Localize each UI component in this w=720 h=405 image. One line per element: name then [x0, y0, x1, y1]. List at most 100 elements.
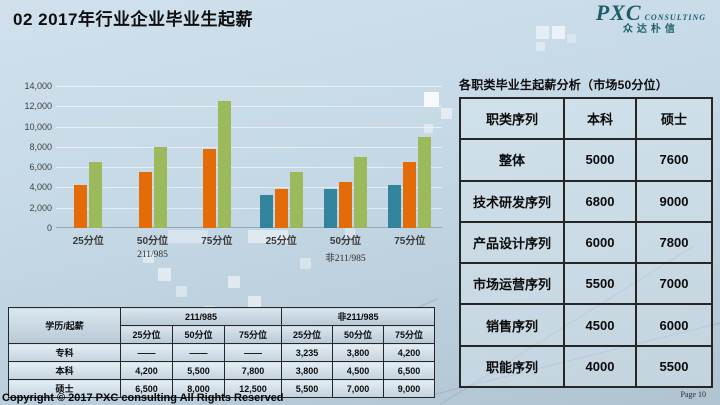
bar-专科-25分位 [259, 195, 273, 228]
sub-header: 75分位 [383, 325, 435, 344]
bar-专科-75分位 [388, 185, 402, 228]
cell-value: 7,000 [332, 379, 384, 398]
cell-value: 9000 [635, 179, 713, 223]
logo-pxc-text: PXC [595, 0, 642, 25]
table-row: 销售序列 4500 6000 [459, 303, 713, 347]
cell-value: 5500 [635, 344, 713, 389]
gridline [56, 106, 442, 108]
sub-header: 75分位 [224, 325, 282, 344]
cell-value: 5,500 [281, 379, 333, 398]
group-header-211985: 211/985 [120, 307, 282, 326]
x-axis-category-label: 75分位 [201, 236, 233, 247]
table-header-row: 学历/起薪 211/985 非211/985 [8, 307, 435, 344]
bar-硕士-25分位 [89, 162, 103, 228]
gridline [56, 86, 442, 87]
bar-硕士-75分位 [418, 136, 432, 228]
cell-value: 5000 [563, 138, 637, 182]
table-row: 职能序列 4000 5500 [459, 344, 713, 389]
y-axis-tick-label: 2,000 [29, 202, 52, 213]
x-axis-category-label: 50分位 [136, 236, 169, 247]
bar-本科-50分位 [138, 172, 152, 228]
bar-硕士-75分位 [217, 101, 231, 228]
row-label: 专科 [8, 343, 121, 362]
row-label: 职能序列 [459, 344, 565, 389]
cell-value: 5,500 [172, 361, 225, 380]
salary-bar-chart: 25分位 50分位 75分位 211/985 25分位 50分位 75分位 非211/985 [56, 86, 442, 264]
cell-value: 6000 [635, 303, 713, 347]
row-label: 市场运营序列 [459, 262, 565, 306]
y-axis-tick-label: 8,000 [29, 141, 52, 152]
col-header-category: 职类序列 [459, 96, 565, 141]
y-axis-tick-label: 10,000 [24, 121, 52, 132]
sub-header: 25分位 [281, 325, 333, 344]
cell-value: 6000 [563, 220, 637, 265]
y-axis-tick-label: 14,000 [24, 81, 52, 91]
bar-本科-75分位 [403, 162, 417, 228]
cell-value: 3,800 [332, 343, 384, 362]
row-label: 技术研发序列 [459, 179, 565, 223]
bar-硕士-50分位 [354, 157, 367, 228]
gridline [56, 167, 442, 169]
sub-header: 50分位 [332, 325, 384, 344]
cell-value: —— [224, 343, 282, 362]
cell-value: 3,800 [281, 361, 333, 380]
row-label: 硕士 [8, 379, 121, 398]
table-row: 技术研发序列 6800 9000 [459, 179, 713, 223]
col-header-master: 硕士 [635, 96, 713, 141]
cell-value: 4500 [563, 303, 637, 347]
table-row: 整体 5000 7600 [459, 138, 713, 182]
cell-value: 7000 [635, 262, 713, 306]
cell-value: 6,500 [120, 379, 173, 398]
table-row: 硕士 6,500 8,000 12,500 5,500 7,000 9,000 [8, 379, 435, 398]
col-header-bachelor: 本科 [563, 96, 637, 141]
cell-value: 4,200 [383, 343, 435, 362]
cell-value: 8,000 [172, 379, 225, 398]
page-number: Page 10 [680, 390, 706, 399]
x-axis-category-label: 75分位 [394, 236, 426, 247]
job-category-salary-table: 职类序列 本科 硕士 整体 5000 7600 技术研发序列 6800 9000… [459, 96, 713, 389]
bar-本科-25分位 [274, 189, 288, 228]
group-label: 211/985 [137, 250, 168, 260]
corner-header: 学历/起薪 [8, 307, 121, 344]
y-axis-tick-label: 6,000 [29, 162, 52, 173]
group-label: 非211/985 [325, 254, 366, 264]
cell-value: 7800 [635, 220, 713, 265]
x-axis-category-label: 25分位 [265, 236, 297, 247]
bar-本科-75分位 [202, 148, 216, 228]
gridline [56, 146, 442, 148]
y-axis-tick-label: 0 [46, 223, 52, 233]
cell-value: 4,500 [332, 361, 384, 380]
cell-value: 4,200 [120, 361, 173, 380]
table-row: 专科 —— —— —— 3,235 3,800 4,200 [8, 343, 435, 362]
y-axis-tick-label: 12,000 [24, 101, 52, 112]
bar-硕士-25分位 [289, 172, 303, 228]
row-label: 产品设计序列 [459, 220, 565, 265]
cell-value: 5500 [563, 262, 637, 306]
gridline [56, 187, 442, 189]
cell-value: 6,500 [383, 361, 435, 380]
education-salary-table: 学历/起薪 211/985 非211/985 25分位 50分位 75分位 25… [8, 307, 435, 398]
bar-硕士-50分位 [153, 146, 167, 228]
row-label: 销售序列 [459, 303, 565, 347]
table-row: 本科 4,200 5,500 7,800 3,800 4,500 6,500 [8, 361, 435, 380]
x-axis-category-label: 25分位 [72, 236, 104, 247]
row-label: 整体 [459, 138, 565, 182]
gridline [56, 126, 442, 128]
logo-chinese-text: 众达朴信 [622, 24, 679, 35]
cell-value: —— [172, 343, 225, 362]
pxc-logo: PXC CONSULTING 众达朴信 [596, 2, 706, 35]
bar-专科-50分位 [324, 189, 337, 228]
y-axis-tick-label: 4,000 [29, 182, 52, 193]
chart-y-axis: 14,000 12,000 10,000 8,000 6,000 4,000 2,000 0 [8, 81, 52, 246]
sub-header: 50分位 [172, 325, 225, 344]
group-header-non211985: 非211/985 [281, 307, 435, 326]
right-table-title: 各职类毕业生起薪分析（市场50分位） [459, 78, 668, 92]
logo-consulting-text: CONSULTING [644, 13, 706, 22]
cell-value: 3,235 [281, 343, 333, 362]
table-row: 市场运营序列 5500 7000 [459, 262, 713, 306]
bar-本科-25分位 [74, 185, 88, 228]
copyright-text: Copyright © 2017 PXC consulting All Righ… [2, 392, 284, 404]
cell-value: 4000 [563, 344, 637, 389]
cell-value: —— [120, 343, 173, 362]
